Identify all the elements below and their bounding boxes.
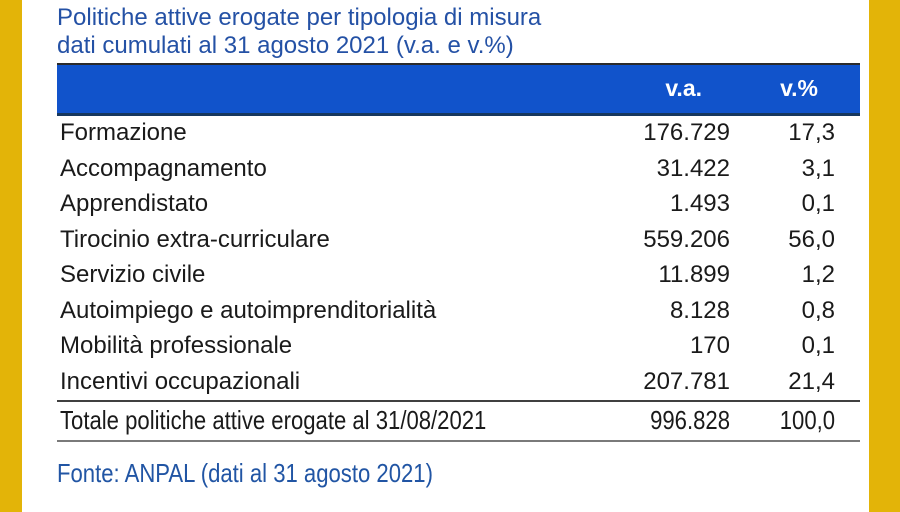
vpct-value: 21,4 bbox=[788, 367, 835, 395]
measure-label: Apprendistato bbox=[60, 190, 209, 218]
vpct-value: 56,0 bbox=[788, 225, 835, 253]
total-label-cell: Totale politiche attive erogate al 31/08… bbox=[57, 399, 530, 442]
vpct-value: 1,2 bbox=[801, 261, 835, 289]
table-row: Incentivi occupazionali 207.781 21,4 bbox=[57, 364, 860, 401]
measure-label: Accompagnamento bbox=[60, 154, 267, 182]
total-label: Totale politiche attive erogate al 31/08… bbox=[60, 405, 487, 435]
va-value: 8.128 bbox=[669, 296, 730, 324]
vpct-value: 0,1 bbox=[801, 332, 835, 360]
vpct-value: 0,1 bbox=[801, 190, 835, 218]
table-row: Autoimpiego e autoimprenditorialità 8.12… bbox=[57, 293, 860, 329]
va-value: 207.781 bbox=[643, 367, 730, 395]
content-area: Politiche attive erogate per tipologia d… bbox=[57, 0, 860, 489]
table-body: Formazione 176.729 17,3 Accompagnamento … bbox=[57, 114, 860, 401]
total-vpct-value: 100,0 bbox=[779, 405, 835, 435]
measure-label: Servizio civile bbox=[60, 261, 206, 289]
vpct-value: 17,3 bbox=[788, 119, 835, 147]
measure-label: Tirocinio extra-curriculare bbox=[60, 225, 330, 253]
vpct-value: 0,8 bbox=[801, 296, 835, 324]
right-yellow-border bbox=[869, 0, 900, 512]
table-row: Tirocinio extra-curriculare 559.206 56,0 bbox=[57, 222, 860, 258]
column-header-va: v.a. bbox=[530, 64, 760, 116]
page-title: Politiche attive erogate per tipologia d… bbox=[57, 4, 860, 60]
table-row: Accompagnamento 31.422 3,1 bbox=[57, 151, 860, 187]
measure-label: Mobilità professionale bbox=[60, 332, 293, 360]
va-value: 11.899 bbox=[658, 261, 730, 289]
left-yellow-border bbox=[0, 0, 22, 512]
total-row: Totale politiche attive erogate al 31/08… bbox=[57, 399, 860, 442]
title-line-1: Politiche attive erogate per tipologia d… bbox=[57, 4, 542, 31]
table-row: Mobilità professionale 170 0,1 bbox=[57, 329, 860, 365]
va-value: 176.729 bbox=[643, 119, 730, 147]
column-header-vpct: v.% bbox=[760, 64, 860, 116]
measure-label: Autoimpiego e autoimprenditorialità bbox=[60, 296, 437, 324]
total-vpct-cell: 100,0 bbox=[760, 399, 860, 442]
title-line-2: dati cumulati al 31 agosto 2021 (v.a. e … bbox=[57, 32, 514, 59]
table-header-row: v.a. v.% bbox=[57, 64, 860, 116]
measures-table: v.a. v.% Formazione 176.729 17,3 Accompa… bbox=[57, 63, 860, 442]
table-row: Apprendistato 1.493 0,1 bbox=[57, 187, 860, 223]
column-header-measure bbox=[57, 64, 530, 116]
vpct-value: 3,1 bbox=[801, 154, 835, 182]
source-note: Fonte: ANPAL (dati al 31 agosto 2021) bbox=[57, 458, 860, 489]
measure-label: Formazione bbox=[60, 119, 187, 147]
total-va-value: 996.828 bbox=[650, 405, 730, 435]
va-value: 559.206 bbox=[643, 225, 730, 253]
table-row: Formazione 176.729 17,3 bbox=[57, 114, 860, 151]
va-value: 170 bbox=[689, 332, 730, 360]
total-va-cell: 996.828 bbox=[530, 399, 760, 442]
source-text: Fonte: ANPAL (dati al 31 agosto 2021) bbox=[57, 457, 433, 488]
va-value: 1.493 bbox=[669, 190, 730, 218]
table-row: Servizio civile 11.899 1,2 bbox=[57, 258, 860, 294]
measure-label: Incentivi occupazionali bbox=[60, 367, 301, 395]
va-value: 31.422 bbox=[656, 154, 730, 182]
